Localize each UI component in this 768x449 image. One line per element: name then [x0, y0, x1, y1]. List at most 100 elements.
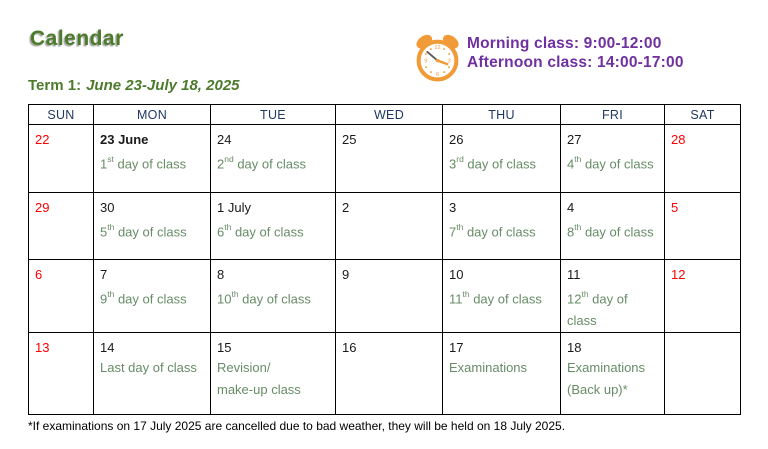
cell-note: 8th day of class [567, 222, 654, 240]
cell-date: 4 [567, 200, 575, 215]
cell-note: make-up class [217, 382, 301, 398]
day-header-wed: WED [335, 104, 443, 125]
cell-date: 8 [217, 267, 225, 282]
cell-note: 3rd day of class [449, 154, 537, 172]
calendar-cell: 8 10th day of class [210, 258, 336, 334]
calendar-cell: 2 [335, 192, 443, 260]
cell-note: (Back up)* [567, 382, 628, 398]
class-times-legend: Morning class: 9:00-12:00 Afternoon clas… [467, 35, 684, 72]
calendar-cell: 24 2nd day of class [210, 124, 336, 193]
calendar-cell: 28 [664, 124, 741, 193]
cell-note: 10th day of class [217, 289, 311, 307]
calendar-cell: 3 7th day of class [442, 192, 561, 260]
calendar-cell: 16 [335, 332, 443, 416]
day-header-sun: SUN [28, 104, 94, 125]
calendar-table: SUN MON TUE WED THU FRI SAT 22 23 June 1st day o… [28, 104, 741, 416]
morning-class-time: Morning class: 9:00-12:00 [467, 35, 662, 52]
cell-date: 28 [671, 132, 686, 147]
cell-note: 6th day of class [217, 222, 304, 240]
cell-note: Examinations [567, 360, 646, 376]
calendar-cell [664, 332, 741, 416]
svg-text:12: 12 [434, 45, 440, 51]
calendar-cell: 30 5th day of class [93, 192, 211, 260]
calendar-body: 22 23 June 1st day of class 24 2nd day of cl… [28, 124, 741, 416]
calendar-cell: 27 4th day of class [560, 124, 665, 193]
calendar-cell: 18 Examinations (Back up)* [560, 332, 665, 416]
cell-date: 23 June [100, 132, 149, 147]
calendar-cell: 4 8th day of class [560, 192, 665, 260]
cell-date: 12 [671, 267, 686, 282]
calendar-cell: 23 June 1st day of class [93, 124, 211, 193]
cell-date: 7 [100, 267, 108, 282]
cell-date: 22 [35, 132, 50, 147]
cell-date: 10 [449, 267, 464, 282]
alarm-clock-icon: 12 3 6 9 [416, 34, 459, 82]
cell-date: 29 [35, 200, 50, 215]
svg-text:6: 6 [436, 72, 439, 78]
calendar-week-row: 13 14 Last day of class 15 Revision/make-up … [28, 332, 741, 416]
svg-text:3: 3 [448, 59, 451, 65]
calendar-cell: 1 July 6th day of class [210, 192, 336, 260]
calendar-cell: 13 [28, 332, 94, 416]
term-line: Term 1: June 23-July 18, 2025 [28, 77, 240, 94]
cell-note: 9th day of class [100, 289, 187, 307]
calendar-header-row: SUN MON TUE WED THU FRI SAT [28, 104, 741, 125]
cell-note: Examinations [449, 360, 528, 376]
cell-date: 9 [342, 267, 350, 282]
cell-note: 4th day of class [567, 154, 654, 172]
cell-date: 13 [35, 340, 50, 356]
calendar-cell: 7 9th day of class [93, 258, 211, 334]
page-title: Calendar [30, 27, 124, 50]
cell-note: 2nd day of class [217, 154, 306, 172]
cell-note: 1st day of class [100, 154, 187, 172]
day-header-tue: TUE [210, 104, 336, 125]
day-header-mon: MON [93, 104, 211, 125]
svg-text:9: 9 [424, 59, 427, 65]
day-header-fri: FRI [560, 104, 665, 125]
calendar-week-row: 22 23 June 1st day of class 24 2nd day of cl… [28, 124, 741, 193]
footnote: *If examinations on 17 July 2025 are can… [28, 419, 566, 433]
cell-date: 5 [671, 200, 679, 215]
cell-note: 5th day of class [100, 222, 187, 240]
cell-date: 18 [567, 340, 582, 356]
cell-date: 6 [35, 267, 43, 282]
cell-date: 16 [342, 340, 357, 356]
calendar-cell: 11 12th day of class [560, 258, 665, 334]
calendar-cell: 9 [335, 258, 443, 334]
cell-date: 25 [342, 132, 357, 147]
day-header-thu: THU [442, 104, 561, 125]
calendar-cell: 25 [335, 124, 443, 193]
cell-date: 2 [342, 200, 350, 215]
cell-date: 15 [217, 340, 232, 356]
cell-date: 26 [449, 132, 464, 147]
afternoon-class-time: Afternoon class: 14:00-17:00 [467, 53, 684, 71]
calendar-week-row: 6 7 9th day of class 8 10th day of class 9 10 1… [28, 258, 741, 334]
calendar-cell: 26 3rd day of class [442, 124, 561, 193]
cell-date: 1 July [217, 200, 251, 215]
calendar-cell: 12 [664, 258, 741, 334]
cell-note: 12th day of class [567, 289, 628, 329]
calendar-week-row: 29 30 5th day of class 1 July 6th day of cla… [28, 192, 741, 260]
calendar-cell: 10 11th day of class [442, 258, 561, 334]
calendar-cell: 14 Last day of class [93, 332, 211, 416]
day-header-sat: SAT [664, 104, 741, 125]
cell-date: 27 [567, 132, 582, 147]
calendar-cell: 15 Revision/make-up class [210, 332, 336, 416]
cell-date: 30 [100, 200, 115, 215]
calendar-cell: 5 [664, 192, 741, 260]
cell-date: 11 [567, 267, 581, 282]
cell-note: 7th day of class [449, 222, 536, 240]
cell-date: 3 [449, 200, 457, 215]
term-label: Term 1: [28, 77, 82, 94]
cell-note: Last day of class [100, 360, 197, 376]
calendar-cell: 6 [28, 258, 94, 334]
calendar-cell: 17 Examinations [442, 332, 561, 416]
cell-note: Revision/ [217, 360, 271, 376]
calendar-cell: 29 [28, 192, 94, 260]
term-dates: June 23-July 18, 2025 [86, 77, 240, 94]
cell-date: 17 [449, 340, 464, 356]
cell-date: 24 [217, 132, 232, 147]
calendar-cell: 22 [28, 124, 94, 193]
cell-date: 14 [100, 340, 115, 356]
